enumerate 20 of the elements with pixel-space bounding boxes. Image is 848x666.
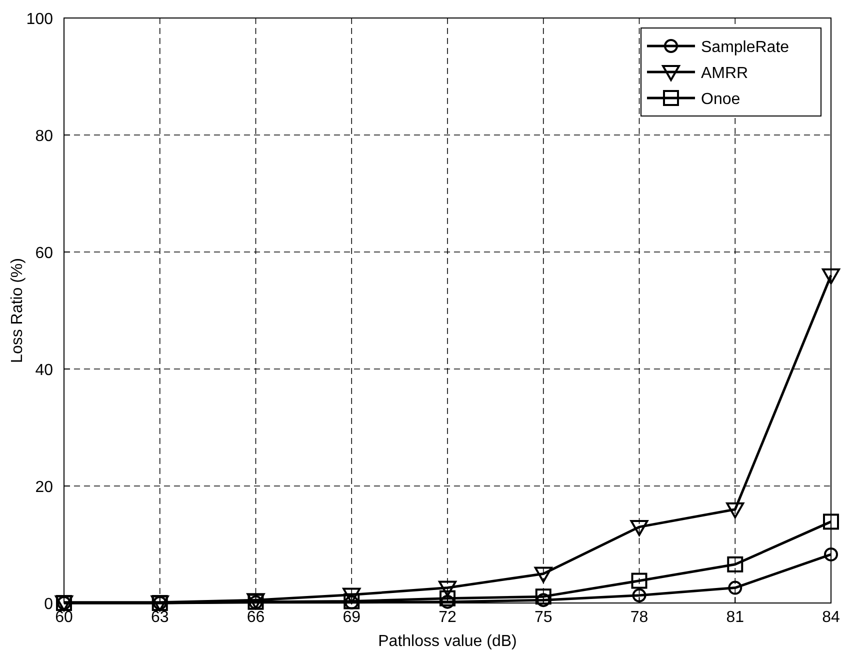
x-tick-label: 66 [246, 609, 265, 626]
x-tick-label: 84 [822, 609, 840, 626]
y-tick-label: 80 [35, 128, 54, 145]
y-tick-label: 60 [35, 245, 54, 262]
y-tick-label: 100 [26, 11, 54, 28]
x-tick-label: 81 [726, 609, 744, 626]
x-tick-label: 69 [342, 609, 361, 626]
x-tick-label: 63 [150, 609, 169, 626]
y-axis-title: Loss Ratio (%) [9, 258, 26, 363]
x-tick-label: 78 [630, 609, 648, 626]
legend-label: SampleRate [701, 39, 790, 56]
legend-label: AMRR [701, 65, 748, 82]
x-tick-label: 72 [438, 609, 456, 626]
y-tick-label: 0 [44, 596, 54, 613]
x-tick-label: 75 [534, 609, 552, 626]
y-tick-label: 40 [35, 362, 54, 379]
x-axis-title: Pathloss value (dB) [378, 633, 517, 650]
y-tick-label: 20 [35, 479, 54, 496]
x-tick-label: 60 [55, 609, 73, 626]
legend-label: Onoe [701, 91, 740, 108]
